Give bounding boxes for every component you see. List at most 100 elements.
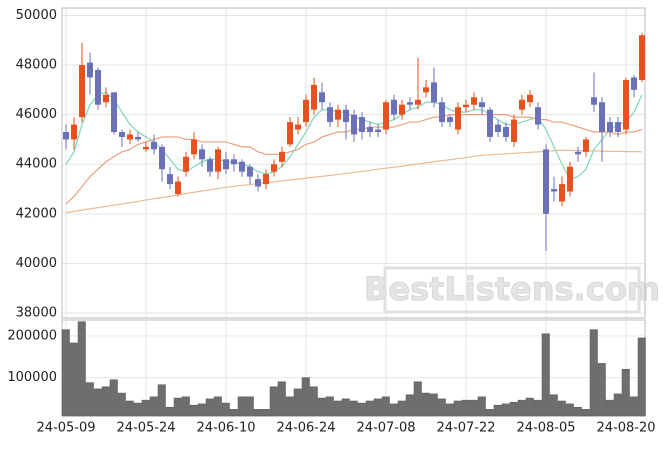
candle-body [543, 149, 549, 214]
y-tick-label: 44000 [16, 157, 57, 172]
candle-body [95, 70, 101, 105]
volume-bar [477, 396, 486, 417]
candle-body [183, 156, 189, 172]
candle-body [223, 159, 229, 170]
volume-bar [269, 386, 278, 417]
x-tick-label: 24-06-24 [276, 421, 335, 436]
candle-body [455, 107, 461, 130]
y-tick-label: 42000 [16, 206, 57, 221]
y-tick-label: 46000 [16, 107, 57, 122]
candle-body [351, 114, 357, 135]
candle-body [215, 149, 221, 172]
volume-bar [413, 381, 422, 417]
x-tick-label: 24-08-20 [596, 421, 655, 436]
candle-body [319, 92, 325, 103]
candle-body [103, 94, 109, 103]
volume-bar [93, 388, 102, 417]
volume-bar [189, 404, 198, 417]
candle-body [535, 107, 541, 125]
candle-body [471, 97, 477, 105]
candle-body [439, 102, 445, 123]
volume-bar [533, 399, 542, 417]
candle-body [231, 159, 237, 165]
volume-bar [485, 409, 494, 417]
volume-bar [445, 403, 454, 417]
volume-bar [245, 396, 254, 417]
volume-bar [349, 400, 358, 417]
volume-bar [325, 396, 334, 417]
candle-body [551, 189, 557, 192]
candle-body [167, 174, 173, 185]
volume-bar [613, 393, 622, 417]
volume-bar [461, 399, 470, 417]
candle-body [191, 139, 197, 155]
candle-body [519, 99, 525, 110]
candle-body [135, 136, 141, 140]
volume-bar [181, 396, 190, 417]
candle-body [295, 124, 301, 130]
candle-body [423, 87, 429, 93]
volume-bar [237, 396, 246, 417]
volume-bar [277, 381, 286, 417]
volume-bar [61, 329, 70, 417]
volume-bar [501, 403, 510, 417]
volume-bar [141, 399, 150, 417]
volume-bar [373, 398, 382, 417]
candle-body [375, 129, 381, 132]
candle-body [623, 79, 629, 130]
candle-body [199, 149, 205, 160]
volume-bar [149, 396, 158, 417]
watermark: BestListens.com [364, 270, 660, 308]
candle-body [79, 65, 85, 118]
volume-bar [541, 333, 550, 417]
volume-bar [557, 400, 566, 417]
volume-bar [357, 402, 366, 417]
y-tick-label: 48000 [16, 58, 57, 73]
candle-body [159, 146, 165, 170]
candle-body [71, 124, 77, 140]
volume-bar [605, 399, 614, 417]
volume-bar [125, 400, 134, 417]
candle-body [487, 109, 493, 137]
volume-bar [405, 394, 414, 417]
candle-body [407, 102, 413, 105]
candle-body [311, 84, 317, 110]
volume-bar [173, 397, 182, 417]
volume-bar [453, 400, 462, 417]
candle-body [127, 134, 133, 140]
candle-body [511, 119, 517, 142]
candle-body [63, 132, 69, 140]
candle-body [303, 99, 309, 123]
candle-body [431, 82, 437, 103]
candle-body [359, 117, 365, 132]
candle-body [591, 97, 597, 105]
candle-body [599, 102, 605, 132]
candle-body [119, 132, 125, 137]
x-tick-label: 24-07-22 [436, 421, 495, 436]
volume-bar [213, 396, 222, 417]
volume-bar [133, 402, 142, 417]
volume-bar [589, 329, 598, 417]
candle-body [207, 159, 213, 172]
volume-bar [157, 384, 166, 417]
volume-bar [621, 369, 630, 417]
volume-bar [581, 409, 590, 417]
volume-bar [317, 397, 326, 417]
candle-body [583, 139, 589, 152]
volume-bar [565, 403, 574, 417]
volume-bar [469, 399, 478, 417]
candle-body [447, 117, 453, 123]
candle-body [87, 62, 93, 78]
y-tick-label: 100000 [7, 370, 57, 385]
volume-bar [525, 397, 534, 417]
candle-body [143, 146, 149, 150]
volume-bar [261, 409, 270, 417]
volume-bar [293, 388, 302, 417]
volume-bar [421, 392, 430, 417]
volume-bar [69, 342, 78, 417]
volume-bar [309, 386, 318, 417]
candle-body [391, 99, 397, 115]
volume-bar [165, 406, 174, 417]
volume-bar [333, 400, 342, 417]
